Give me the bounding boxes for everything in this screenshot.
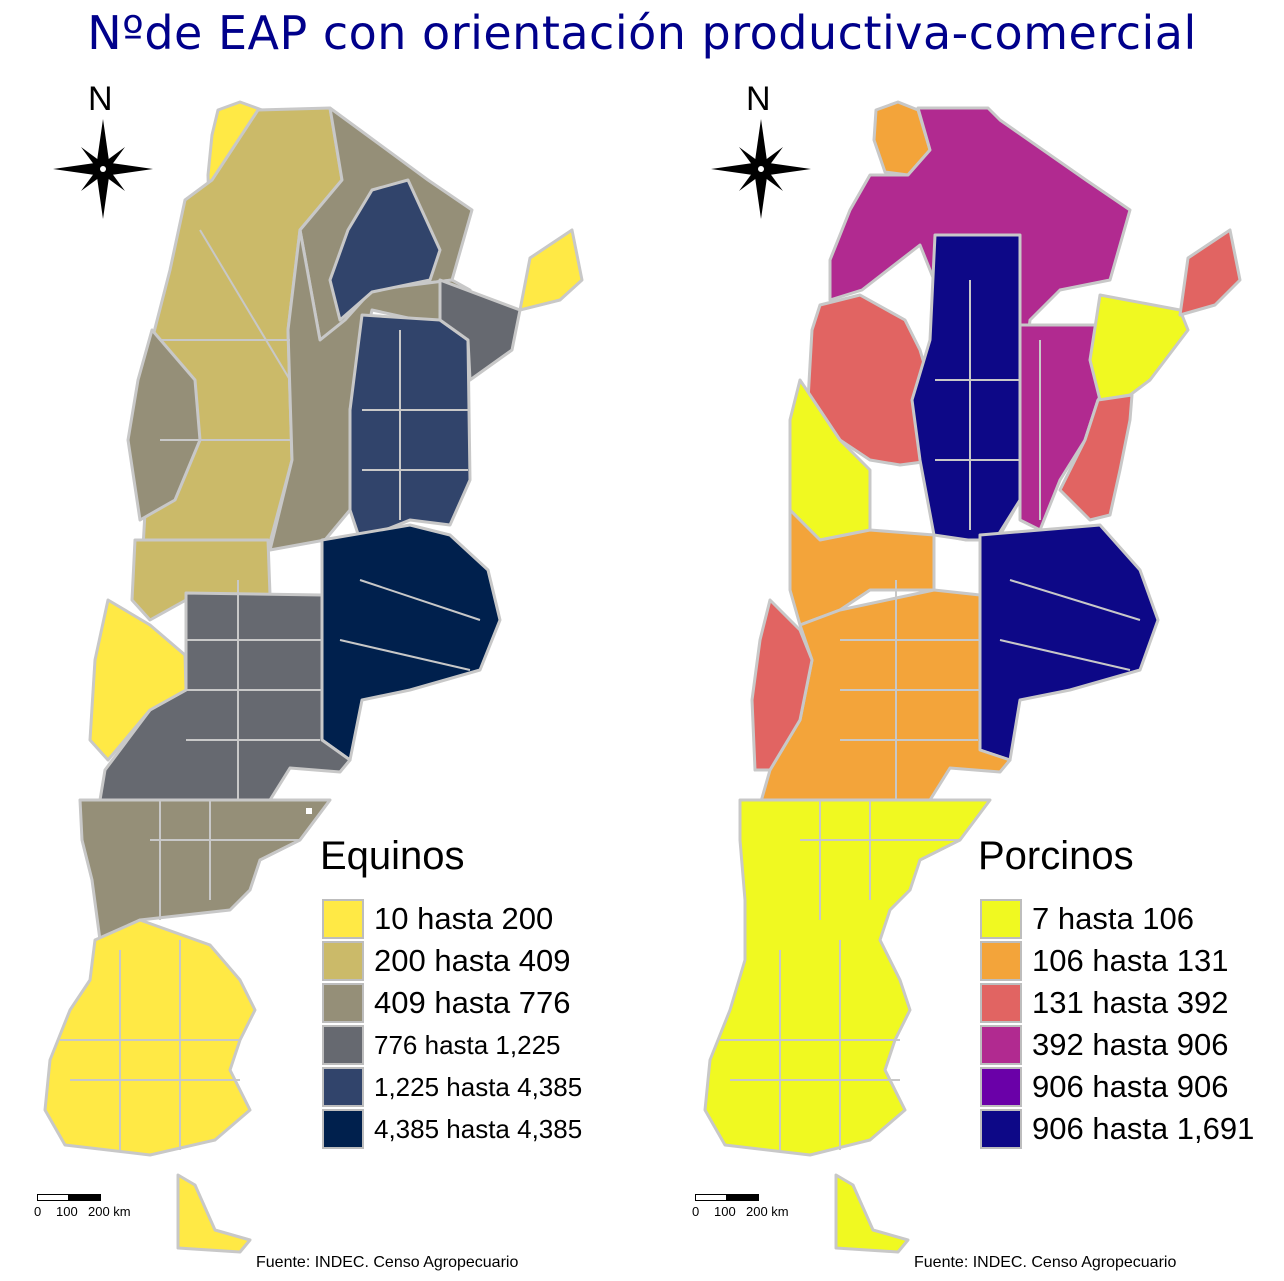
region-litoral-navy <box>328 178 442 322</box>
scale-label-100: 100 <box>56 1204 78 1219</box>
scale-segment-black <box>727 1194 759 1201</box>
legend-swatch <box>980 1067 1022 1107</box>
scale-label-200: 200 km <box>88 1204 131 1219</box>
legend-swatch <box>980 983 1022 1023</box>
scale-label-0: 0 <box>34 1204 42 1219</box>
scale-bar: 0 100 200 km <box>34 1194 131 1224</box>
map-porcinos <box>703 100 1242 1254</box>
legend-item: 200 hasta 409 <box>322 940 582 982</box>
region-corrientes-yellow <box>1088 293 1190 402</box>
legend-item: 10 hasta 200 <box>322 898 582 940</box>
legend-label: 776 hasta 1,225 <box>374 1029 561 1060</box>
scale-segment-white <box>37 1194 69 1201</box>
legend-item: 1,225 hasta 4,385 <box>322 1066 582 1108</box>
region-cuyo-orange <box>788 508 936 627</box>
region-entre-rios-red <box>1058 393 1134 522</box>
region-rionegro-gray <box>78 798 332 942</box>
region-centro-gray <box>268 228 472 552</box>
scale-label-200: 200 km <box>746 1204 789 1219</box>
legend-label: 4,385 hasta 4,385 <box>374 1113 583 1144</box>
region-tierra-del-fuego-yellow <box>834 1173 910 1254</box>
legend-item: 7 hasta 106 <box>980 898 1254 940</box>
legend-title-porcinos: Porcinos <box>978 834 1134 878</box>
region-misiones-red <box>1178 228 1242 317</box>
map-equinos <box>43 100 584 1254</box>
legend-title-equinos: Equinos <box>320 834 465 878</box>
region-neuquen-red <box>750 598 814 772</box>
source-note: Fuente: INDEC. Censo Agropecuario <box>256 1254 519 1271</box>
legend-swatch <box>980 1109 1022 1149</box>
north-label: N <box>746 80 771 118</box>
region-patagonia-yellow <box>703 798 992 1157</box>
legend-label: 200 hasta 409 <box>374 943 571 978</box>
legend-label: 392 hasta 906 <box>1032 1027 1229 1062</box>
legend-item: 392 hasta 906 <box>980 1024 1254 1066</box>
legend-swatch <box>322 1109 364 1149</box>
region-andes-gray <box>126 328 202 522</box>
legend-item: 409 hasta 776 <box>322 982 582 1024</box>
north-label: N <box>88 80 113 118</box>
legend-swatch <box>322 983 364 1023</box>
source-note: Fuente: INDEC. Censo Agropecuario <box>914 1254 1177 1271</box>
scale-bar: 0 100 200 km <box>692 1194 789 1224</box>
legend-label: 7 hasta 106 <box>1032 901 1195 936</box>
scale-label-100: 100 <box>714 1204 736 1219</box>
legend-label: 409 hasta 776 <box>374 985 571 1020</box>
map-gap <box>306 808 312 814</box>
legend-swatch <box>322 941 364 981</box>
legend-porcinos: 7 hasta 106 106 hasta 131 131 hasta 392 … <box>980 898 1254 1150</box>
legend-swatch <box>322 899 364 939</box>
legend-label: 906 hasta 906 <box>1032 1069 1229 1104</box>
legend-label: 906 hasta 1,691 <box>1032 1111 1255 1146</box>
region-chubut-yellow <box>43 918 257 1157</box>
scale-segment-white <box>695 1194 727 1201</box>
map-panel-equinos: N Equinos 10 hasta 200 200 hasta 409 409… <box>0 80 642 1281</box>
legend-label: 1,225 hasta 4,385 <box>374 1071 583 1102</box>
argentina-regions <box>43 100 584 1254</box>
legend-item: 906 hasta 1,691 <box>980 1108 1254 1150</box>
legend-item: 106 hasta 131 <box>980 940 1254 982</box>
legend-item: 906 hasta 906 <box>980 1066 1254 1108</box>
scale-label-0: 0 <box>692 1204 700 1219</box>
page-title: Nºde EAP con orientación productiva-come… <box>87 6 1197 60</box>
legend-label: 106 hasta 131 <box>1032 943 1229 978</box>
north-arrow-icon <box>711 119 811 219</box>
region-neuquen-yellow <box>88 598 188 762</box>
legend-label: 10 hasta 200 <box>374 901 554 936</box>
legend-item: 776 hasta 1,225 <box>322 1024 582 1066</box>
legend-swatch <box>980 899 1022 939</box>
legend-swatch <box>322 1067 364 1107</box>
scale-segment-black <box>69 1194 101 1201</box>
legend-swatch <box>980 941 1022 981</box>
region-centro-navy <box>910 233 1022 542</box>
legend-swatch <box>322 1025 364 1065</box>
legend-label: 131 hasta 392 <box>1032 985 1229 1020</box>
region-borders <box>720 280 1141 1150</box>
map-panel-porcinos: N Porcinos 7 hasta 106 106 hasta 131 131… <box>658 80 1284 1281</box>
region-misiones-yellow <box>518 228 584 312</box>
legend-item: 131 hasta 392 <box>980 982 1254 1024</box>
north-arrow-icon <box>53 119 153 219</box>
legend-item: 4,385 hasta 4,385 <box>322 1108 582 1150</box>
legend-equinos: 10 hasta 200 200 hasta 409 409 hasta 776… <box>322 898 582 1150</box>
region-borders <box>60 229 481 1150</box>
region-tierra-del-fuego-yellow <box>176 1173 252 1254</box>
legend-swatch <box>980 1025 1022 1065</box>
region-entre-rios-navy <box>348 313 472 542</box>
